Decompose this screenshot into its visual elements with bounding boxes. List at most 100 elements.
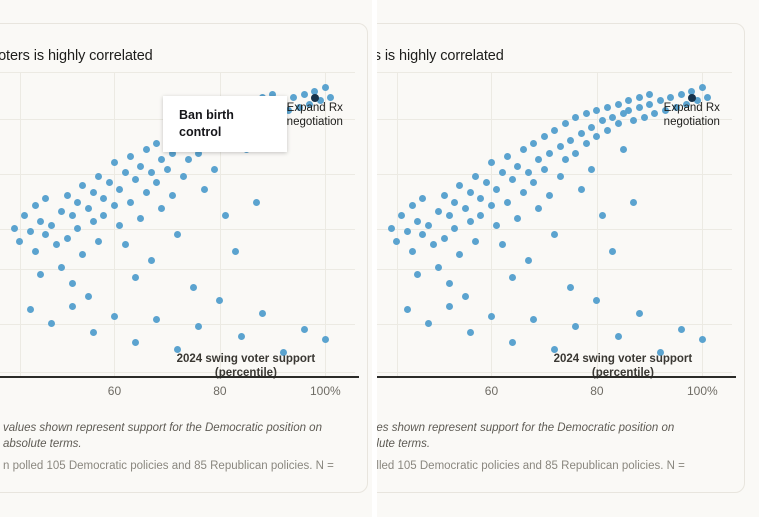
scatter-point[interactable] [625, 107, 633, 115]
scatter-point[interactable] [142, 188, 150, 196]
scatter-point[interactable] [577, 185, 585, 193]
scatter-point[interactable] [37, 270, 45, 278]
scatter-point[interactable] [498, 169, 506, 177]
scatter-point[interactable] [58, 263, 66, 271]
scatter-point[interactable] [503, 152, 511, 160]
scatter-point[interactable] [153, 179, 161, 187]
scatter-point[interactable] [403, 306, 411, 314]
scatter-point[interactable] [110, 201, 118, 209]
scatter-point[interactable] [195, 149, 203, 157]
scatter-point[interactable] [440, 192, 448, 200]
scatter-point[interactable] [577, 130, 585, 138]
scatter-point[interactable] [74, 198, 82, 206]
scatter-point[interactable] [630, 116, 638, 124]
scatter-point[interactable] [493, 185, 501, 193]
scatter-point[interactable] [237, 332, 245, 340]
scatter-point[interactable] [414, 218, 422, 226]
scatter-point[interactable] [545, 192, 553, 200]
scatter-point[interactable] [509, 273, 517, 281]
scatter-point-hovered[interactable] [310, 93, 319, 102]
scatter-point[interactable] [698, 335, 706, 343]
scatter-point[interactable] [10, 224, 18, 232]
scatter-point[interactable] [530, 179, 538, 187]
scatter-point[interactable] [466, 188, 474, 196]
scatter-point[interactable] [95, 172, 103, 180]
scatter-point[interactable] [316, 97, 324, 105]
scatter-point[interactable] [677, 90, 685, 98]
scatter-point[interactable] [614, 332, 622, 340]
scatter-point[interactable] [253, 198, 261, 206]
scatter-point[interactable] [221, 211, 229, 219]
scatter-point[interactable] [456, 250, 464, 258]
scatter-point[interactable] [79, 182, 87, 190]
scatter-point[interactable] [290, 94, 298, 102]
scatter-point[interactable] [84, 205, 92, 213]
scatter-point[interactable] [540, 165, 548, 173]
scatter-point[interactable] [451, 224, 459, 232]
scatter-point[interactable] [588, 165, 596, 173]
scatter-point[interactable] [68, 280, 76, 288]
scatter-point[interactable] [31, 201, 39, 209]
scatter-point[interactable] [619, 110, 627, 118]
scatter-point[interactable] [89, 188, 97, 196]
scatter-point[interactable] [184, 156, 192, 164]
scatter-point[interactable] [551, 231, 559, 239]
scatter-point[interactable] [466, 218, 474, 226]
scatter-point[interactable] [126, 152, 134, 160]
scatter-point[interactable] [524, 169, 532, 177]
scatter-point[interactable] [498, 241, 506, 249]
scatter-point[interactable] [598, 211, 606, 219]
scatter-point[interactable] [158, 156, 166, 164]
scatter-point[interactable] [656, 97, 664, 105]
scatter-point[interactable] [519, 146, 527, 154]
scatter-point[interactable] [47, 319, 55, 327]
scatter-point[interactable] [424, 319, 432, 327]
scatter-point[interactable] [16, 237, 24, 245]
scatter-point[interactable] [116, 185, 124, 193]
scatter-point[interactable] [646, 90, 654, 98]
scatter-point[interactable] [31, 247, 39, 255]
scatter-point[interactable] [26, 228, 34, 236]
scatter-point[interactable] [132, 273, 140, 281]
scatter-point[interactable] [52, 241, 60, 249]
scatter-point[interactable] [126, 198, 134, 206]
scatter-point[interactable] [58, 208, 66, 216]
scatter-point[interactable] [567, 283, 575, 291]
scatter-point[interactable] [132, 175, 140, 183]
scatter-point[interactable] [100, 195, 108, 203]
scatter-point[interactable] [68, 211, 76, 219]
scatter-point[interactable] [174, 345, 182, 353]
scatter-point[interactable] [614, 100, 622, 108]
scatter-point[interactable] [279, 348, 287, 356]
scatter-point[interactable] [211, 165, 219, 173]
scatter-point[interactable] [561, 120, 569, 128]
scatter-point[interactable] [408, 201, 416, 209]
scatter-point[interactable] [535, 156, 543, 164]
scatter-point[interactable] [572, 322, 580, 330]
scatter-point[interactable] [461, 293, 469, 301]
scatter-point[interactable] [524, 257, 532, 265]
scatter-point[interactable] [158, 205, 166, 213]
scatter-point[interactable] [424, 221, 432, 229]
scatter-point[interactable] [487, 201, 495, 209]
scatter-point[interactable] [121, 169, 129, 177]
scatter-point[interactable] [556, 143, 564, 151]
scatter-point[interactable] [321, 335, 329, 343]
scatter-point[interactable] [26, 306, 34, 314]
scatter-point[interactable] [588, 123, 596, 131]
scatter-point[interactable] [21, 211, 29, 219]
scatter-point[interactable] [487, 312, 495, 320]
scatter-point[interactable] [477, 211, 485, 219]
scatter-point[interactable] [408, 247, 416, 255]
scatter-point[interactable] [137, 162, 145, 170]
scatter-point[interactable] [414, 270, 422, 278]
scatter-point[interactable] [593, 133, 601, 141]
scatter-point[interactable] [619, 146, 627, 154]
scatter-point[interactable] [509, 175, 517, 183]
scatter-point[interactable] [306, 100, 314, 108]
scatter-point[interactable] [472, 237, 480, 245]
scatter-point[interactable] [598, 116, 606, 124]
scatter-point[interactable] [74, 224, 82, 232]
scatter-point[interactable] [398, 211, 406, 219]
scatter-point[interactable] [493, 221, 501, 229]
